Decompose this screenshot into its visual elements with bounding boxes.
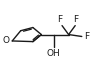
Text: F: F bbox=[84, 32, 89, 41]
Text: F: F bbox=[58, 15, 63, 24]
Text: OH: OH bbox=[47, 49, 60, 58]
Text: F: F bbox=[73, 15, 78, 24]
Text: O: O bbox=[2, 36, 9, 45]
